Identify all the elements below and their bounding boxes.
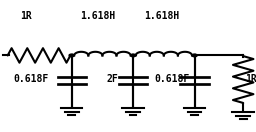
Text: 0.618F: 0.618F	[154, 74, 189, 84]
Text: 1R: 1R	[245, 74, 256, 84]
Text: 1R: 1R	[20, 11, 31, 21]
Text: 1.618H: 1.618H	[144, 11, 179, 21]
Circle shape	[192, 54, 197, 57]
Circle shape	[131, 54, 136, 57]
Circle shape	[69, 54, 74, 57]
Text: 2F: 2F	[107, 74, 119, 84]
Text: 1.618H: 1.618H	[80, 11, 115, 21]
Text: 0.618F: 0.618F	[13, 74, 48, 84]
